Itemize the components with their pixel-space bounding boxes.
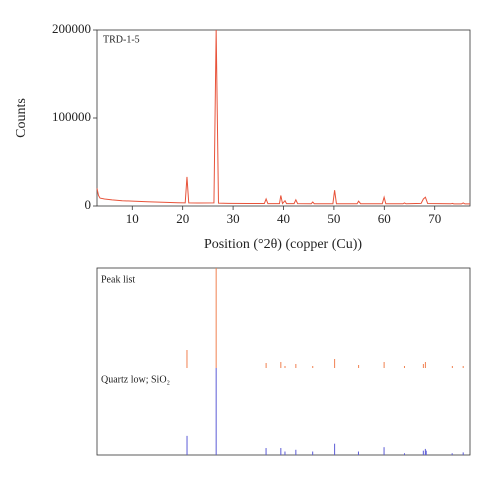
y-tick-label: 100000 <box>52 109 91 124</box>
x-tick-label: 50 <box>327 211 340 226</box>
x-tick-label: 40 <box>277 211 290 226</box>
x-axis-label: Position (°2θ) (copper (Cu)) <box>204 237 362 252</box>
y-tick-label: 200000 <box>52 21 91 36</box>
x-tick-label: 30 <box>227 211 240 226</box>
y-tick-label: 0 <box>85 197 92 212</box>
y-axis-label: Counts <box>14 98 29 138</box>
x-tick-label: 70 <box>428 211 441 226</box>
x-tick-label: 20 <box>176 211 189 226</box>
x-tick-label: 10 <box>126 211 139 226</box>
legend-label: Peak list <box>101 274 135 285</box>
chart-title: TRD-1-5 <box>103 34 140 45</box>
peak-frame <box>96 267 471 456</box>
legend-label: Quartz low; SiO₂ <box>101 374 170 385</box>
data-line <box>96 29 470 205</box>
x-tick-label: 60 <box>378 211 391 226</box>
plot-frame <box>96 29 471 207</box>
